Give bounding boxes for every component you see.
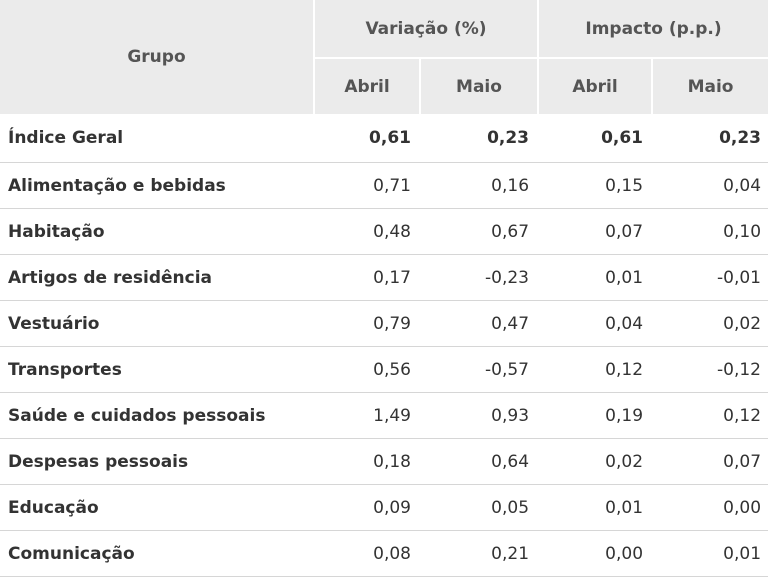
row-group-label: Habitação [0,208,314,255]
table-row: Habitação 0,48 0,67 0,07 0,10 [0,208,768,255]
cell-impact-may: 0,12 [652,392,768,439]
row-group-label: Índice Geral [0,114,314,163]
header-variation: Variação (%) [312,0,539,58]
cell-variation-may: 0,64 [420,438,539,485]
table-row: Despesas pessoais 0,18 0,64 0,02 0,07 [0,438,768,485]
cell-impact-may: -0,12 [652,346,768,393]
cell-variation-april: 0,08 [314,530,420,577]
header-group: Grupo [0,0,314,114]
table-row: Vestuário 0,79 0,47 0,04 0,02 [0,300,768,347]
cell-variation-may: 0,23 [420,114,539,163]
cell-variation-may: 0,21 [420,530,539,577]
cell-impact-may: 0,07 [652,438,768,485]
cell-impact-may: 0,01 [652,530,768,577]
header-variation-may: Maio [418,57,539,114]
cell-impact-april: 0,12 [538,346,653,393]
table-row: Artigos de residência 0,17 -0,23 0,01 -0… [0,254,768,301]
cell-impact-april: 0,01 [538,484,653,531]
cell-variation-april: 0,71 [314,162,420,209]
cell-variation-may: 0,16 [420,162,539,209]
table-header: Grupo Variação (%) Impacto (p.p.) Abril … [0,0,768,114]
header-variation-april: Abril [313,57,420,114]
header-impact: Impacto (p.p.) [537,0,768,58]
cell-variation-april: 0,61 [314,114,420,163]
cell-variation-april: 0,09 [314,484,420,531]
cell-impact-may: -0,01 [652,254,768,301]
table-row: Alimentação e bebidas 0,71 0,16 0,15 0,0… [0,162,768,209]
cell-variation-may: 0,93 [420,392,539,439]
table-body: Índice Geral 0,61 0,23 0,61 0,23 Aliment… [0,114,768,577]
header-impact-may: Maio [651,57,768,114]
cell-impact-april: 0,19 [538,392,653,439]
table-row-total: Índice Geral 0,61 0,23 0,61 0,23 [0,114,768,163]
row-group-label: Artigos de residência [0,254,314,301]
table-row: Comunicação 0,08 0,21 0,00 0,01 [0,530,768,577]
cell-impact-april: 0,00 [538,530,653,577]
cell-variation-april: 0,79 [314,300,420,347]
row-group-label: Vestuário [0,300,314,347]
cell-variation-april: 1,49 [314,392,420,439]
cell-impact-april: 0,02 [538,438,653,485]
cell-impact-may: 0,23 [652,114,768,163]
cell-variation-april: 0,48 [314,208,420,255]
cell-impact-may: 0,02 [652,300,768,347]
cell-impact-april: 0,07 [538,208,653,255]
cell-impact-april: 0,15 [538,162,653,209]
row-group-label: Alimentação e bebidas [0,162,314,209]
cell-impact-april: 0,04 [538,300,653,347]
header-impact-april: Abril [537,57,653,114]
cell-variation-may: 0,05 [420,484,539,531]
cell-impact-may: 0,10 [652,208,768,255]
cell-impact-may: 0,04 [652,162,768,209]
cell-impact-april: 0,61 [538,114,653,163]
row-group-label: Educação [0,484,314,531]
table-row: Saúde e cuidados pessoais 1,49 0,93 0,19… [0,392,768,439]
row-group-label: Transportes [0,346,314,393]
cell-impact-may: 0,00 [652,484,768,531]
cell-variation-april: 0,56 [314,346,420,393]
cell-variation-may: 0,67 [420,208,539,255]
row-group-label: Saúde e cuidados pessoais [0,392,314,439]
row-group-label: Comunicação [0,530,314,577]
cell-impact-april: 0,01 [538,254,653,301]
cell-variation-may: -0,57 [420,346,539,393]
row-group-label: Despesas pessoais [0,438,314,485]
table-row: Educação 0,09 0,05 0,01 0,00 [0,484,768,531]
cell-variation-april: 0,17 [314,254,420,301]
cell-variation-may: -0,23 [420,254,539,301]
table-row: Transportes 0,56 -0,57 0,12 -0,12 [0,346,768,393]
cell-variation-may: 0,47 [420,300,539,347]
cell-variation-april: 0,18 [314,438,420,485]
